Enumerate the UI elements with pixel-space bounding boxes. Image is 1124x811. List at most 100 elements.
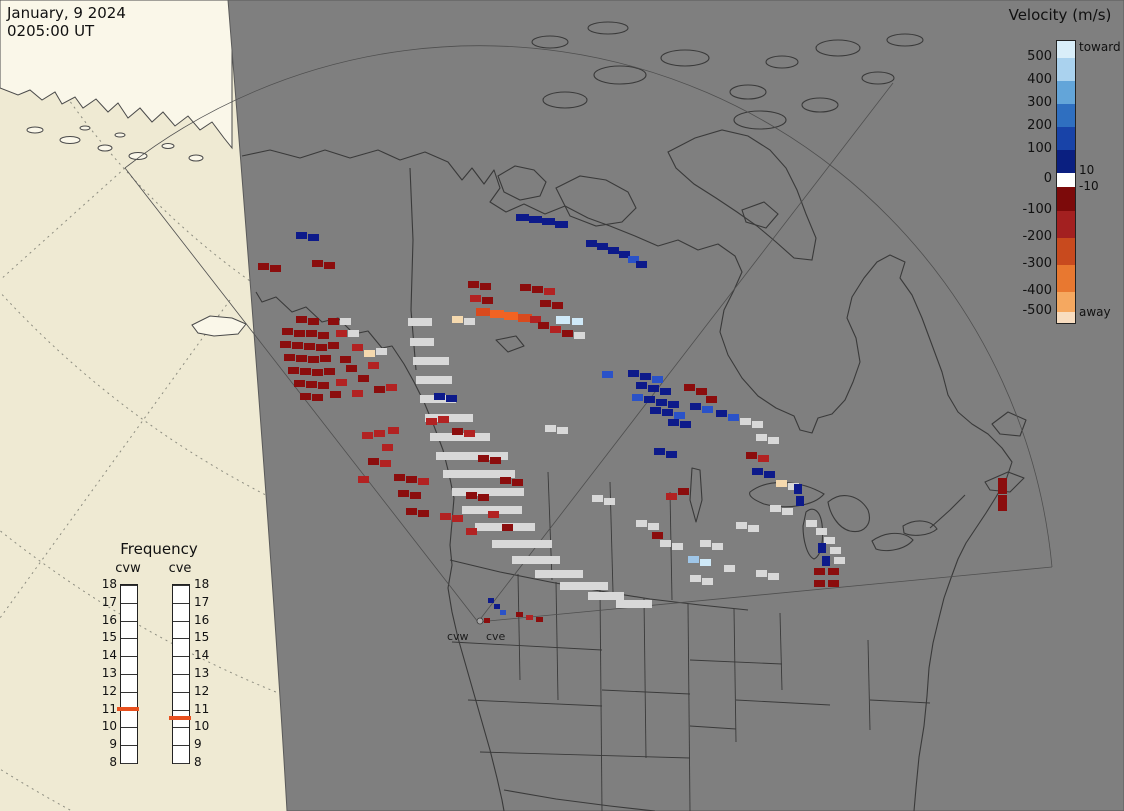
- velocity-cell: [724, 565, 735, 572]
- velocity-cell: [768, 437, 779, 444]
- frequency-tick-line: [121, 585, 137, 586]
- velocity-cell: [512, 479, 523, 486]
- velocity-cell: [716, 410, 727, 417]
- velocity-cell: [619, 251, 630, 258]
- velocity-cell: [358, 375, 369, 382]
- frequency-tick-line: [173, 692, 189, 693]
- velocity-cell: [296, 355, 307, 362]
- velocity-cell: [479, 470, 491, 478]
- velocity-cell: [828, 568, 839, 575]
- velocity-cell: [782, 508, 793, 515]
- velocity-cell: [822, 556, 830, 566]
- velocity-cell: [308, 356, 319, 363]
- velocity-cell: [532, 286, 543, 293]
- velocity-cell: [312, 260, 323, 267]
- velocity-cell: [288, 367, 299, 374]
- velocity-cell: [540, 540, 552, 548]
- frequency-tick-line: [121, 692, 137, 693]
- velocity-cell: [312, 369, 323, 376]
- frequency-tick-label: 10: [194, 719, 210, 734]
- velocity-cell: [420, 395, 432, 403]
- velocity-cell: [270, 265, 281, 272]
- frequency-tick-label: 8: [109, 755, 117, 769]
- velocity-cell: [461, 414, 473, 422]
- velocity-cell: [702, 578, 713, 585]
- frequency-tick-label: 15: [194, 630, 210, 645]
- velocity-cell: [425, 357, 437, 365]
- frequency-tick-label: 8: [194, 755, 202, 769]
- velocity-cell: [258, 263, 269, 270]
- velocity-cell: [382, 444, 393, 451]
- velocity-cell: [746, 452, 757, 459]
- aleutian-islands: [26, 125, 204, 162]
- velocity-cell: [478, 433, 490, 441]
- velocity-cell: [438, 416, 449, 423]
- velocity-cell: [806, 520, 817, 527]
- velocity-cell: [476, 488, 488, 496]
- velocity-cell: [556, 316, 570, 324]
- velocity-cell: [308, 234, 319, 241]
- velocity-cell: [496, 452, 508, 460]
- frequency-tick-label: 18: [101, 577, 117, 591]
- velocity-cell: [600, 592, 612, 600]
- velocity-cell: [545, 425, 556, 432]
- velocity-cell: [330, 391, 341, 398]
- velocity-cell: [498, 506, 510, 514]
- velocity-cell: [700, 559, 711, 566]
- velocity-cell: [636, 382, 647, 389]
- velocity-cell: [596, 582, 608, 590]
- radar-label-cve: cve: [486, 630, 506, 643]
- velocity-cell: [597, 243, 608, 250]
- velocity-cell: [998, 478, 1007, 494]
- colorbar-segment: [1057, 238, 1075, 265]
- velocity-cell: [736, 522, 747, 529]
- velocity-cell: [306, 330, 317, 337]
- velocity-cell: [364, 350, 375, 357]
- velocity-cell: [488, 598, 494, 603]
- velocity-cell: [690, 575, 701, 582]
- velocity-cell: [436, 452, 448, 460]
- velocity-cell: [398, 490, 409, 497]
- arctic-islands: [497, 21, 924, 261]
- frequency-tick-label: 12: [194, 683, 210, 698]
- frequency-tick-label: 13: [101, 666, 117, 680]
- velocity-cell: [662, 409, 673, 416]
- velocity-cell: [504, 312, 518, 320]
- velocity-cell: [571, 570, 583, 578]
- velocity-cell: [478, 455, 489, 462]
- velocity-cell: [336, 379, 347, 386]
- velocity-cell: [376, 348, 387, 355]
- velocity-cell: [572, 582, 584, 590]
- frequency-tick-label: 13: [194, 666, 210, 680]
- velocity-cell: [636, 261, 647, 268]
- velocity-cell: [466, 492, 477, 499]
- velocity-cell: [440, 376, 452, 384]
- velocity-cell: [449, 414, 461, 422]
- frequency-tick-line: [173, 585, 189, 586]
- velocity-cell: [640, 600, 652, 608]
- velocity-cell: [280, 341, 291, 348]
- velocity-cell: [368, 458, 379, 465]
- velocity-cell: [628, 600, 640, 608]
- frequency-tick-line: [173, 621, 189, 622]
- velocity-cell: [740, 418, 751, 425]
- velocity-cell: [690, 403, 701, 410]
- velocity-cell: [452, 428, 463, 435]
- velocity-cell: [362, 432, 373, 439]
- velocity-cell: [666, 451, 677, 458]
- velocity-cell: [552, 302, 563, 309]
- velocity-cell: [443, 470, 455, 478]
- frequency-tick-line: [173, 656, 189, 657]
- velocity-cell: [410, 338, 422, 346]
- velocity-cell: [511, 523, 523, 531]
- velocity-cell: [526, 615, 533, 620]
- radar-label-cvw: cvw: [447, 630, 469, 643]
- colorbar-segment: [1057, 173, 1075, 187]
- colorbar-title: Velocity (m/s): [1008, 6, 1112, 24]
- velocity-cell: [475, 523, 487, 531]
- velocity-cell: [672, 543, 683, 550]
- colorbar-segment: [1057, 104, 1075, 127]
- frequency-tick-label: 16: [194, 612, 210, 627]
- velocity-cell: [612, 592, 624, 600]
